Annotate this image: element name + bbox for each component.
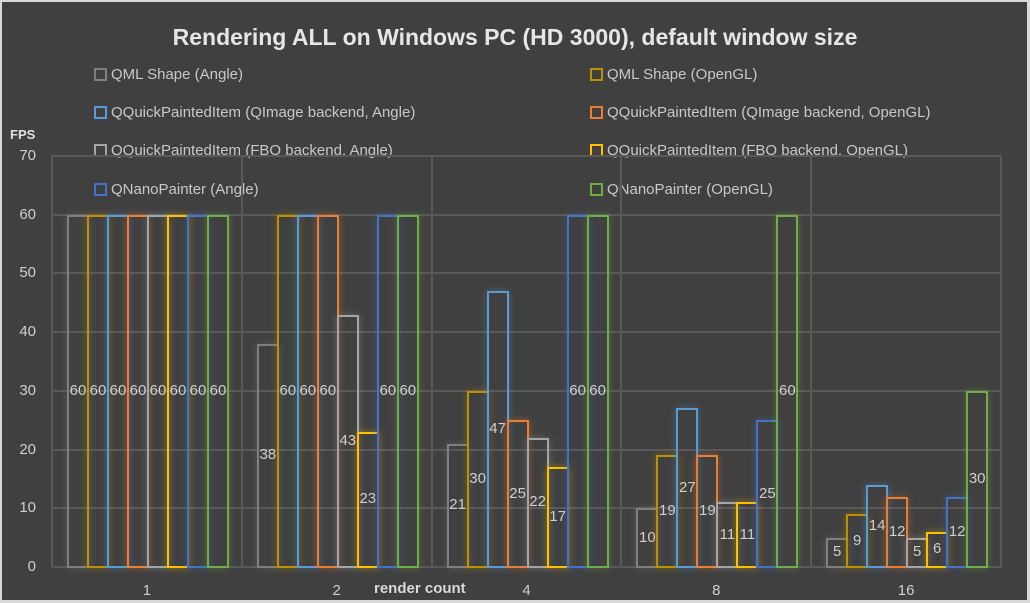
bar-value-label: 60 bbox=[319, 381, 337, 399]
bar-value-label: 60 bbox=[89, 381, 107, 399]
legend-label: QNanoPainter (Angle) bbox=[111, 181, 259, 198]
bar-value-label: 38 bbox=[259, 446, 277, 464]
bar-value-label: 60 bbox=[589, 381, 606, 399]
bar-value-label: 60 bbox=[169, 381, 187, 399]
legend-swatch-icon bbox=[590, 183, 603, 196]
bar-value-label: 60 bbox=[129, 381, 147, 399]
bar-value-label: 60 bbox=[209, 381, 227, 399]
bar-value-label: 19 bbox=[699, 502, 716, 520]
legend-label: QQuickPaintedItem (FBO backend, OpenGL) bbox=[607, 142, 908, 159]
legend-label: QQuickPaintedItem (FBO backend, Angle) bbox=[111, 142, 393, 159]
legend-item: QML Shape (Angle) bbox=[94, 66, 243, 83]
legend-swatch-icon bbox=[590, 106, 603, 119]
y-tick-label: 20 bbox=[19, 440, 36, 458]
bar-value-label: 60 bbox=[379, 381, 397, 399]
bar-value-label: 43 bbox=[339, 431, 357, 449]
bar-value-label: 25 bbox=[509, 484, 526, 502]
bar-value-label: 60 bbox=[569, 381, 586, 399]
bar-value-label: 9 bbox=[853, 531, 862, 549]
legend-item: QQuickPaintedItem (QImage backend, Angle… bbox=[94, 104, 415, 121]
chart-title: Rendering ALL on Windows PC (HD 3000), d… bbox=[172, 24, 858, 50]
bar-value-label: 11 bbox=[719, 525, 736, 543]
bar bbox=[776, 214, 799, 568]
x-tick-label: 2 bbox=[332, 582, 341, 599]
category-separator bbox=[51, 156, 53, 567]
bar-value-label: 60 bbox=[109, 381, 127, 399]
category-separator bbox=[620, 156, 622, 567]
legend-item: QQuickPaintedItem (QImage backend, OpenG… bbox=[590, 104, 931, 121]
bar-value-label: 30 bbox=[968, 469, 986, 487]
bar-value-label: 19 bbox=[659, 502, 676, 520]
bar-value-label: 22 bbox=[529, 493, 546, 511]
bar-value-label: 60 bbox=[279, 381, 297, 399]
x-axis-label: render count bbox=[374, 580, 466, 597]
legend-label: QQuickPaintedItem (QImage backend, OpenG… bbox=[607, 104, 931, 121]
bar-value-label: 21 bbox=[449, 496, 466, 514]
legend-label: QML Shape (Angle) bbox=[111, 66, 244, 83]
category-separator bbox=[241, 156, 243, 567]
y-tick-label: 0 bbox=[27, 558, 36, 575]
gridline bbox=[52, 331, 1001, 334]
legend-swatch-icon bbox=[590, 68, 603, 81]
plot-area: 60 60 60 60 60 60 60 60 38 60 60 60 43 23 60 60 21 30 47 25… bbox=[51, 155, 1002, 568]
y-axis-label: FPS bbox=[10, 127, 36, 142]
category-separator bbox=[431, 156, 433, 567]
bar-value-label: 14 bbox=[868, 516, 886, 534]
x-tick-label: 8 bbox=[712, 582, 721, 599]
y-tick-label: 50 bbox=[19, 264, 36, 282]
bar-value-label: 30 bbox=[469, 469, 486, 487]
bar-value-label: 25 bbox=[759, 484, 776, 502]
bar-value-label: 60 bbox=[779, 381, 796, 399]
y-tick-label: 70 bbox=[19, 147, 36, 164]
category-separator bbox=[1000, 156, 1002, 567]
bar-value-label: 12 bbox=[948, 522, 966, 540]
gridline bbox=[52, 272, 1001, 275]
bar bbox=[396, 214, 419, 568]
bar-value-label: 6 bbox=[933, 540, 942, 558]
x-tick-label: 1 bbox=[142, 582, 152, 599]
bar-value-label: 17 bbox=[549, 508, 566, 526]
legend-swatch-icon bbox=[94, 183, 107, 196]
bar bbox=[586, 214, 609, 568]
bar-value-label: 60 bbox=[299, 381, 317, 399]
y-tick-label: 40 bbox=[19, 323, 36, 341]
gridline bbox=[52, 155, 1001, 157]
legend-item: QNanoPainter (Angle) bbox=[94, 181, 259, 198]
legend-swatch-icon bbox=[94, 106, 107, 119]
legend-item: QML Shape (OpenGL) bbox=[590, 66, 757, 83]
y-tick-label: 10 bbox=[19, 499, 36, 517]
gridline bbox=[52, 507, 1001, 510]
bar-value-label: 27 bbox=[679, 478, 696, 496]
x-tick-label: 16 bbox=[897, 582, 915, 599]
y-tick-label: 60 bbox=[19, 205, 36, 223]
y-tick-label: 30 bbox=[19, 381, 36, 399]
bar-value-label: 12 bbox=[888, 522, 906, 540]
legend-item: QNanoPainter (OpenGL) bbox=[590, 181, 773, 198]
bar-value-label: 60 bbox=[399, 381, 417, 399]
bar-value-label: 5 bbox=[833, 543, 842, 561]
bar-value-label: 47 bbox=[489, 420, 506, 438]
gridline bbox=[52, 448, 1001, 451]
legend-label: QNanoPainter (OpenGL) bbox=[607, 181, 773, 198]
bar-value-label: 60 bbox=[149, 381, 167, 399]
bar bbox=[966, 390, 989, 568]
bar-value-label: 60 bbox=[69, 381, 87, 399]
bar-value-label: 60 bbox=[189, 381, 207, 399]
legend-label: QQuickPaintedItem (QImage backend, Angle… bbox=[111, 104, 416, 121]
gridline bbox=[52, 213, 1001, 216]
legend-swatch-icon bbox=[94, 68, 107, 81]
legend-label: QML Shape (OpenGL) bbox=[607, 66, 758, 83]
bar-value-label: 5 bbox=[913, 543, 922, 561]
category-separator bbox=[810, 156, 812, 567]
bar-value-label: 11 bbox=[739, 525, 756, 543]
bar-value-label: 23 bbox=[359, 490, 377, 508]
bar bbox=[886, 496, 909, 568]
gridline bbox=[52, 389, 1001, 392]
x-tick-label: 4 bbox=[522, 582, 531, 599]
bar bbox=[207, 214, 229, 568]
bar-value-label: 10 bbox=[639, 528, 656, 546]
